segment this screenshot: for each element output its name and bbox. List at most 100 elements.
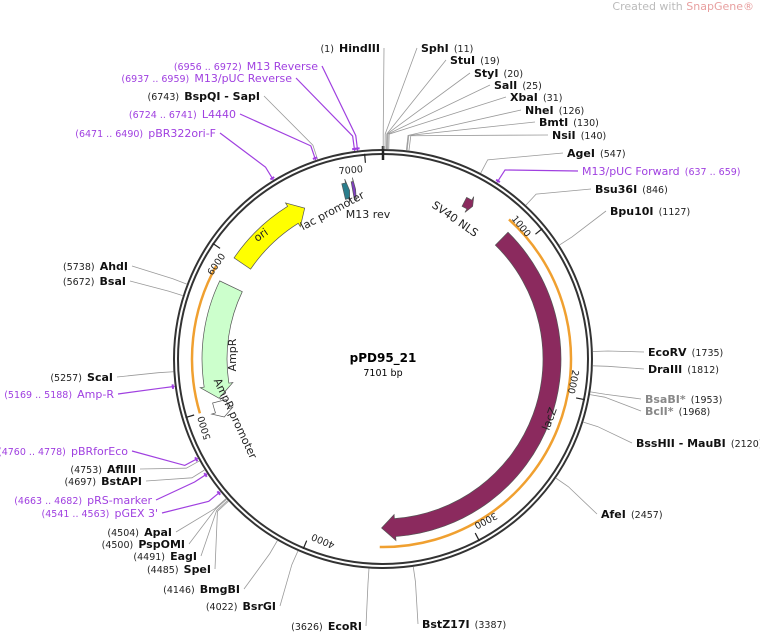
position-label: (4697) — [64, 477, 96, 488]
site-styi[interactable]: StyI (20) — [474, 62, 523, 81]
site-xbai[interactable]: XbaI (31) — [510, 86, 562, 105]
name-label: pRS-marker — [87, 494, 152, 507]
position-label: (4504) — [107, 528, 139, 539]
position-label: (4146) — [163, 585, 195, 596]
plasmid-length: 7101 bp — [363, 368, 402, 379]
tick-label-3000: 3000 — [472, 510, 499, 531]
position-label: (11) — [454, 44, 474, 55]
name-label: SphI — [421, 42, 449, 55]
site-draiii[interactable]: DraIII (1812) — [648, 358, 719, 377]
site-stui[interactable]: StuI (19) — [450, 49, 500, 68]
site-spei[interactable]: (4485) SpeI — [147, 558, 211, 577]
primer-m13-puc-forward[interactable]: M13/pUC Forward (637 .. 659) — [582, 160, 741, 179]
primer-pbr322ori-f[interactable]: (6471 .. 6490) pBR322ori-F — [75, 122, 216, 141]
name-label: M13/pUC Forward — [582, 165, 680, 178]
site-bsabi-[interactable]: BsaBI* (1953) — [645, 388, 722, 407]
site-bsrgi[interactable]: (4022) BsrGI — [206, 595, 276, 614]
site-nsii[interactable]: NsiI (140) — [552, 124, 606, 143]
site-bmti[interactable]: BmtI (130) — [539, 111, 599, 130]
position-label: (4485) — [147, 565, 179, 576]
primer-l4440[interactable]: (6724 .. 6741) L4440 — [129, 103, 236, 122]
primer-mark — [203, 472, 208, 478]
primer-amp-r[interactable]: (5169 .. 5188) Amp-R — [4, 383, 114, 402]
site-leader-line — [131, 265, 187, 285]
site-hindiii[interactable]: (1) HindIII — [320, 37, 380, 56]
position-label: (5169 .. 5188) — [4, 390, 72, 401]
orf-arc — [379, 218, 573, 549]
site-leader-line — [214, 500, 229, 570]
feature-ampr — [199, 280, 243, 399]
position-label: (140) — [581, 131, 607, 142]
name-label: pBR322ori-F — [148, 127, 216, 140]
primer-m13-puc-reverse[interactable]: (6937 .. 6959) M13/pUC Reverse — [121, 67, 292, 86]
site-pspomi[interactable]: (4500) PspOMI — [102, 533, 185, 552]
site-bpu10i[interactable]: Bpu10I (1127) — [610, 200, 690, 219]
site-bspqi-sapi[interactable]: (6743) BspQI - SapI — [148, 85, 260, 104]
site-leader-line — [365, 568, 370, 627]
credit-brand: SnapGene® — [686, 0, 754, 13]
feature-m13-rev — [350, 177, 357, 202]
site-eagi[interactable]: (4491) EagI — [133, 545, 197, 564]
name-label: BstAPI — [101, 475, 142, 488]
name-label: NsiI — [552, 129, 576, 142]
position-label: (1735) — [692, 348, 724, 359]
site-leader-line — [525, 188, 592, 206]
site-leader-line — [589, 394, 642, 412]
site-leader-line — [129, 280, 183, 297]
site-bsu36i[interactable]: Bsu36I (846) — [595, 178, 668, 197]
site-bmgbi[interactable]: (4146) BmgBI — [163, 578, 240, 597]
position-label: (6937 .. 6959) — [121, 74, 189, 85]
site-scai[interactable]: (5257) ScaI — [50, 366, 113, 385]
primer-leader-line — [496, 169, 579, 183]
site-afei[interactable]: AfeI (2457) — [601, 503, 663, 522]
position-label: (5672) — [63, 277, 95, 288]
position-label: (20) — [504, 69, 524, 80]
tick-mark — [474, 532, 480, 542]
site-afliii[interactable]: (4753) AflIII — [70, 458, 136, 477]
position-label: (4541 .. 4563) — [42, 509, 110, 520]
primer-pbrforeco[interactable]: (4760 .. 4778) pBRforEco — [0, 440, 128, 459]
site-bsshii-maubi[interactable]: BssHII - MauBI (2120) — [636, 432, 760, 451]
site-ecori[interactable]: (3626) EcoRI — [291, 615, 362, 634]
tick-mark — [575, 397, 586, 401]
site-nhei[interactable]: NheI (126) — [525, 99, 584, 118]
site-agei[interactable]: AgeI (547) — [567, 142, 626, 161]
tick-label-6000: 6000 — [206, 252, 229, 278]
feature-ori — [233, 202, 306, 270]
plasmid-name: pPD95_21 — [350, 351, 417, 366]
position-label: (5738) — [63, 262, 95, 273]
site-leader-line — [279, 550, 299, 607]
site-ahdi[interactable]: (5738) AhdI — [63, 255, 128, 274]
position-label: (19) — [480, 56, 500, 67]
position-label: (547) — [600, 149, 626, 160]
site-bcli-[interactable]: BclI* (1968) — [645, 400, 710, 419]
primer-pgex-3-[interactable]: (4541 .. 4563) pGEX 3' — [42, 502, 158, 521]
site-leader-line — [480, 152, 564, 174]
site-ecorv[interactable]: EcoRV (1735) — [648, 341, 723, 360]
site-bstapi[interactable]: (4697) BstAPI — [64, 470, 142, 489]
name-label: Amp-R — [77, 388, 114, 401]
primer-leader-line — [321, 65, 359, 151]
tick-label-1000: 1000 — [509, 214, 533, 240]
site-leader-line — [405, 109, 522, 151]
name-label: Bpu10I — [610, 205, 654, 218]
name-label: M13 Reverse — [247, 60, 318, 73]
name-label: BmgBI — [200, 583, 240, 596]
name-label: ApaI — [144, 526, 172, 539]
site-leader-line — [188, 498, 227, 545]
site-bstz17i[interactable]: BstZ17I (3387) — [422, 613, 506, 632]
primer-m13-reverse[interactable]: (6956 .. 6972) M13 Reverse — [174, 55, 318, 74]
site-apai[interactable]: (4504) ApaI — [107, 521, 172, 540]
site-leader-line — [175, 498, 227, 533]
position-label: (6471 .. 6490) — [75, 129, 143, 140]
position-label: (6743) — [148, 92, 180, 103]
site-sali[interactable]: SalI (25) — [494, 74, 542, 93]
primer-mark — [312, 156, 318, 160]
site-sphi[interactable]: SphI (11) — [421, 37, 473, 56]
primer-prs-marker[interactable]: (4663 .. 4682) pRS-marker — [14, 489, 152, 508]
feature-lacz — [381, 231, 562, 542]
site-bsai[interactable]: (5672) BsaI — [63, 270, 126, 289]
name-label: AflIII — [107, 463, 136, 476]
